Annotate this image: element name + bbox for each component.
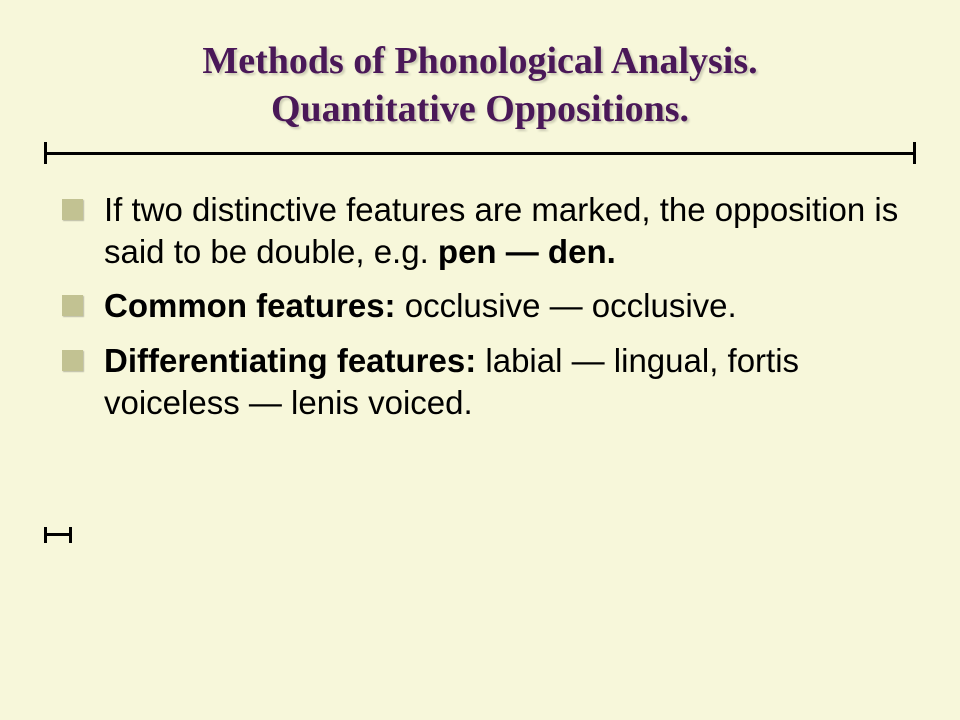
bullet-bold-lead: Common features: (104, 287, 405, 324)
slide-body: If two distinctive features are marked, … (48, 189, 912, 424)
horizontal-rule (44, 151, 916, 155)
decorative-mark (44, 533, 72, 536)
slide-title: Methods of Phonological Analysis. Quanti… (48, 38, 912, 133)
list-item: Differentiating features: labial — lingu… (58, 340, 910, 424)
title-line-2: Quantitative Oppositions. (271, 88, 689, 130)
slide: Methods of Phonological Analysis. Quanti… (0, 0, 960, 720)
bullet-bold-lead: Differentiating features: (104, 342, 485, 379)
bullet-bold: pen — den. (438, 233, 616, 270)
title-line-1: Methods of Phonological Analysis. (202, 40, 757, 82)
bullet-list: If two distinctive features are marked, … (58, 189, 910, 424)
bullet-text: occlusive — occlusive. (405, 287, 737, 324)
list-item: Common features: occlusive — occlusive. (58, 285, 910, 327)
list-item: If two distinctive features are marked, … (58, 189, 910, 273)
